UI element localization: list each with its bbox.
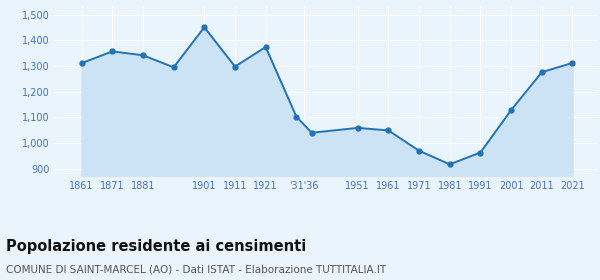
Text: Popolazione residente ai censimenti: Popolazione residente ai censimenti: [6, 239, 306, 255]
Text: COMUNE DI SAINT-MARCEL (AO) - Dati ISTAT - Elaborazione TUTTITALIA.IT: COMUNE DI SAINT-MARCEL (AO) - Dati ISTAT…: [6, 265, 386, 275]
